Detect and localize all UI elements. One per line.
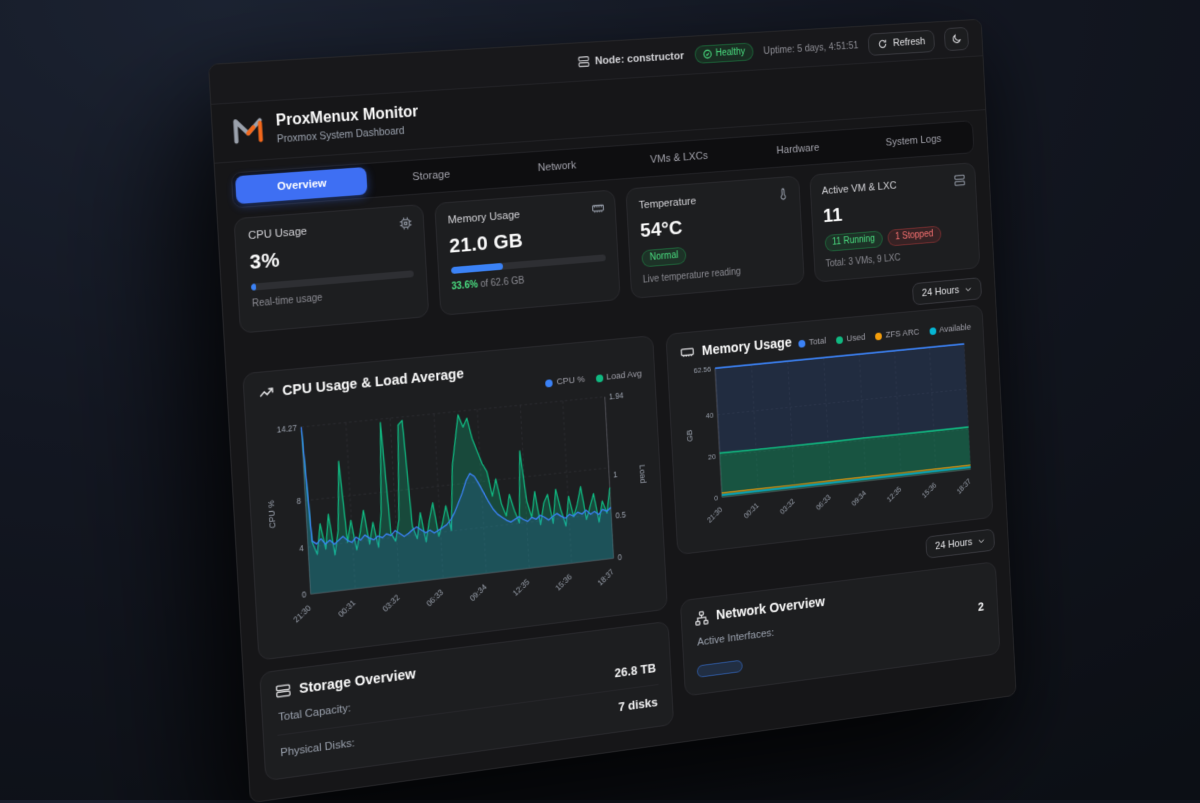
svg-text:CPU %: CPU % [266,499,277,529]
vm-count-value: 11 [822,203,843,227]
tab-hardware[interactable]: Hardware [738,132,857,167]
card-title: CPU Usage [247,225,308,243]
theme-toggle-button[interactable] [943,26,970,52]
memory-icon [591,201,605,216]
svg-text:62.56: 62.56 [694,365,712,375]
active-vm-lxc-card: Active VM & LXC 11 11 Running 1 Stopped … [808,162,981,283]
left-column: CPU Usage & Load Average CPU % Load Avg 2… [242,335,675,782]
svg-text:40: 40 [706,411,715,420]
cpu-icon [398,216,413,232]
svg-text:18:37: 18:37 [596,567,616,587]
kv-label: Total Capacity: [278,702,352,724]
svg-text:00:31: 00:31 [742,501,760,520]
svg-text:06:33: 06:33 [814,493,832,512]
svg-text:0.5: 0.5 [615,511,626,521]
vms-stopped-badge: 1 Stopped [887,225,942,247]
kv-label: Physical Disks: [280,737,355,760]
svg-text:0: 0 [302,590,307,600]
chevron-down-icon [977,536,986,546]
svg-text:18:37: 18:37 [955,477,972,496]
server-stack-icon [953,173,966,188]
health-badge: Healthy [694,42,754,64]
uptime-text: Uptime: 5 days, 4:51:51 [763,39,859,57]
check-circle-icon [702,49,712,60]
svg-text:1.94: 1.94 [609,391,624,401]
hard-drive-icon [275,682,292,701]
temperature-value: 54°C [639,216,684,242]
chevron-down-icon [964,284,973,294]
svg-text:03:32: 03:32 [381,593,402,614]
svg-text:0: 0 [714,494,719,503]
server-icon [578,55,590,68]
svg-text:12:35: 12:35 [885,485,903,504]
vms-caption: Total: 3 VMs, 9 LXC [825,252,901,270]
svg-text:03:32: 03:32 [779,497,797,516]
card-title: Active VM & LXC [821,180,897,198]
svg-text:GB: GB [685,429,695,442]
svg-text:8: 8 [296,497,301,506]
svg-text:4: 4 [299,544,304,553]
svg-text:12:35: 12:35 [511,577,531,598]
cpu-chart: 21:30 00:31 03:32 06:33 09:34 12:35 15:36 18:37… [266,391,647,625]
tab-network[interactable]: Network [494,149,619,185]
vms-running-badge: 11 Running [824,230,884,252]
temperature-caption: Live temperature reading [642,266,742,286]
card-title: Memory Usage [447,209,521,227]
cpu-progress-fill [250,283,257,291]
thermometer-icon [776,187,790,202]
temperature-card: Temperature 54°C Normal Live temperature… [625,175,805,299]
memory-progress-fill [450,262,504,275]
cpu-usage-card: CPU Usage 3% Real-time usage [233,204,429,334]
svg-text:15:36: 15:36 [921,481,938,500]
svg-text:14.27: 14.27 [277,423,298,434]
memory-chart: 21:30 00:31 03:32 06:33 09:34 12:35 15:36 18:37… [685,333,980,525]
proxmenux-logo [230,111,267,149]
cpu-value: 3% [249,248,281,274]
svg-text:00:31: 00:31 [337,598,358,619]
kv-value: 2 [977,599,985,614]
svg-text:06:33: 06:33 [425,588,445,609]
tab-overview[interactable]: Overview [235,166,368,205]
tab-storage[interactable]: Storage [366,158,495,195]
svg-text:Load: Load [637,464,647,484]
right-column: Memory Usage Total Used ZFS ARC Available 2… [665,304,1001,697]
memory-usage-card: Memory Usage 21.0 GB 33.6% of 62.6 GB [433,189,621,316]
refresh-button[interactable]: Refresh [868,29,936,56]
trending-up-icon [258,383,275,401]
interface-chip[interactable] [696,659,743,678]
svg-text:0: 0 [618,553,623,562]
svg-text:15:36: 15:36 [554,572,574,592]
svg-text:1: 1 [613,470,618,479]
moon-icon [951,33,962,46]
svg-text:21:30: 21:30 [706,505,725,525]
node-label: Node: constructor [594,49,685,67]
kv-label: Active Interfaces: [696,627,775,649]
memory-time-range-select[interactable]: 24 Hours [925,528,996,559]
memory-caption: 33.6% of 62.6 GB [451,275,525,293]
charts-area: CPU Usage & Load Average CPU % Load Avg 2… [242,304,1002,782]
memory-value: 21.0 GB [448,229,524,258]
svg-text:21:30: 21:30 [292,603,313,624]
kv-value: 26.8 TB [614,660,657,681]
dashboard-window: Node: constructor Healthy Uptime: 5 days… [208,18,1017,803]
refresh-icon [878,38,889,50]
network-icon [694,609,710,627]
tab-system-logs[interactable]: System Logs [856,124,971,158]
kv-value: 7 disks [618,694,659,715]
svg-text:09:34: 09:34 [850,489,868,508]
memory-icon [679,344,695,361]
cpu-chart-panel: CPU Usage & Load Average CPU % Load Avg 2… [242,335,668,661]
temperature-status-badge: Normal [641,246,687,268]
time-range-select[interactable]: 24 Hours [912,277,982,306]
memory-chart-panel: Memory Usage Total Used ZFS ARC Available 2… [665,304,994,555]
svg-text:20: 20 [708,452,717,461]
svg-text:09:34: 09:34 [468,582,488,603]
tab-vms-lxcs[interactable]: VMs & LXCs [618,140,740,175]
node-indicator: Node: constructor [578,49,685,68]
card-title: Temperature [638,195,697,212]
